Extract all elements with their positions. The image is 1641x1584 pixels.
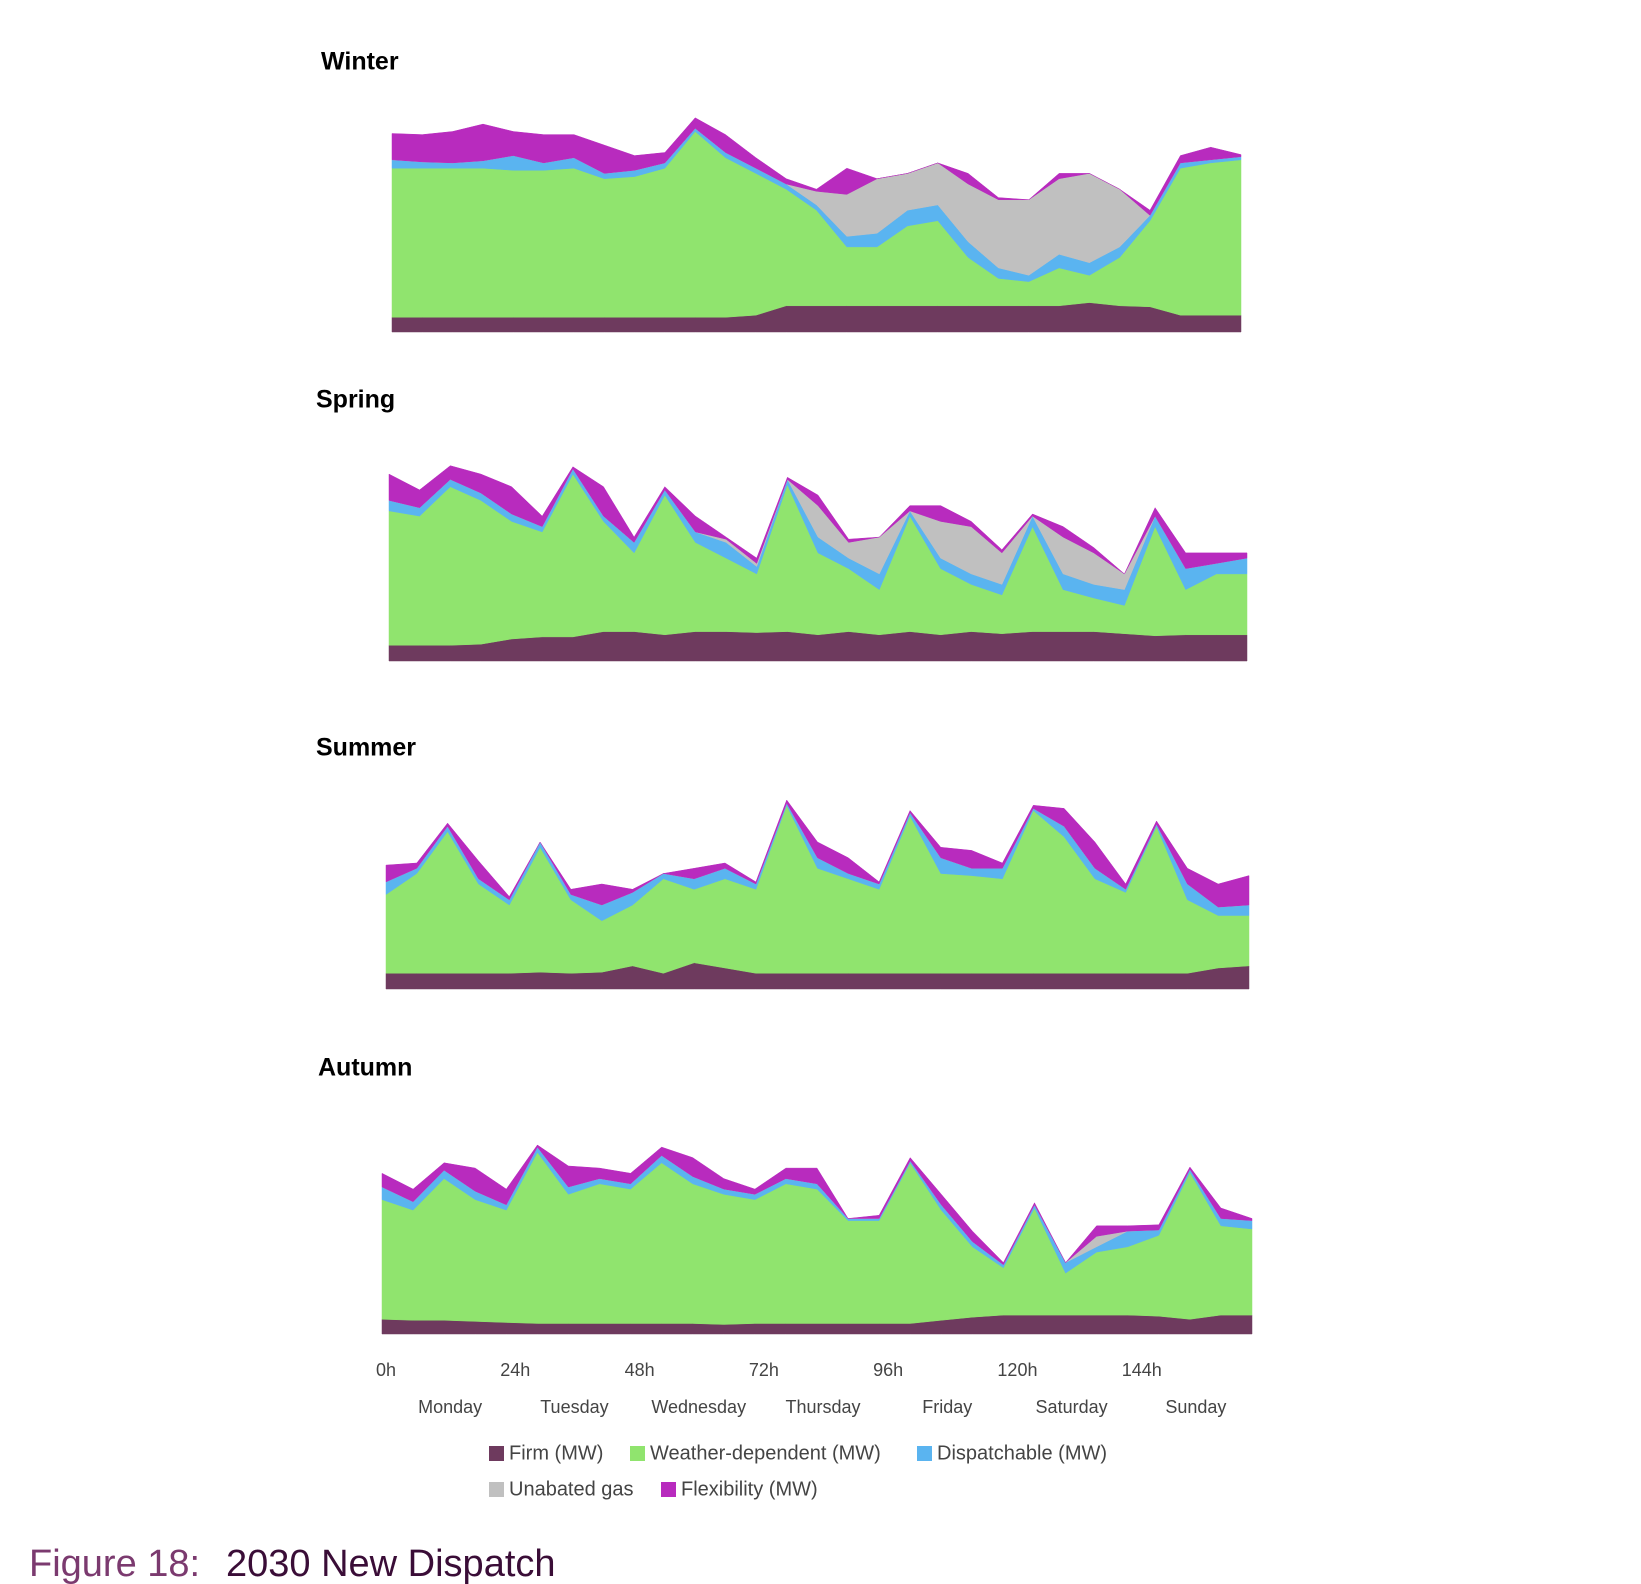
- x-tick-label: 120h: [997, 1360, 1037, 1380]
- day-label: Sunday: [1165, 1397, 1226, 1417]
- day-label: Friday: [922, 1397, 972, 1417]
- day-label: Monday: [418, 1397, 482, 1417]
- caption-text: 2030 New Dispatch: [226, 1543, 556, 1584]
- panel-title: Spring: [316, 386, 395, 414]
- day-label: Tuesday: [540, 1397, 608, 1417]
- x-tick-label: 96h: [873, 1360, 903, 1380]
- x-tick-label: 0h: [376, 1360, 396, 1380]
- legend-swatch: [489, 1446, 504, 1461]
- panel-title: Autumn: [318, 1054, 412, 1082]
- panel-title: Winter: [321, 48, 399, 76]
- area-band: [391, 117, 1242, 216]
- x-tick-label: 144h: [1122, 1360, 1162, 1380]
- day-label: Thursday: [785, 1397, 860, 1417]
- area-band: [381, 1144, 1253, 1266]
- day-label: Saturday: [1036, 1397, 1108, 1417]
- legend-label: Firm (MW): [509, 1442, 603, 1464]
- legend-label: Dispatchable (MW): [937, 1442, 1107, 1464]
- x-tick-label: 24h: [500, 1360, 530, 1380]
- day-label: Wednesday: [651, 1397, 746, 1417]
- caption-label: Figure 18:: [29, 1543, 200, 1584]
- legend-label: Unabated gas: [509, 1478, 634, 1500]
- area-band: [388, 465, 1248, 575]
- legend-swatch: [489, 1482, 504, 1497]
- legend-label: Weather-dependent (MW): [650, 1442, 881, 1464]
- x-tick-label: 72h: [749, 1360, 779, 1380]
- area-band: [385, 799, 1250, 908]
- legend-swatch: [630, 1446, 645, 1461]
- legend-label: Flexibility (MW): [681, 1478, 818, 1500]
- legend-swatch: [917, 1446, 932, 1461]
- legend-swatch: [661, 1482, 676, 1497]
- x-tick-label: 48h: [625, 1360, 655, 1380]
- panel-title: Summer: [316, 734, 416, 762]
